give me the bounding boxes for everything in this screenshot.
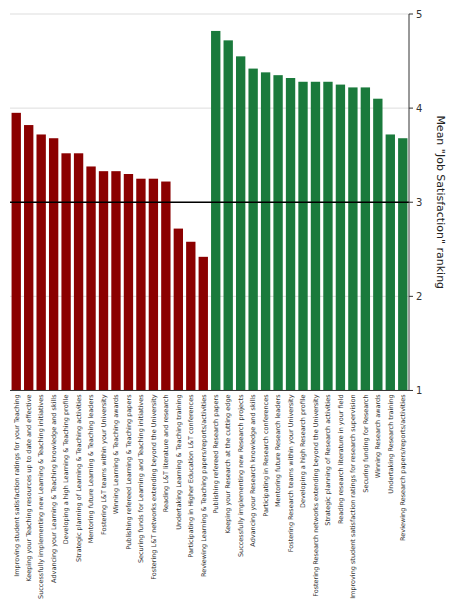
grid-line	[10, 14, 409, 15]
x-tick-label: Participating in Research conferences	[262, 394, 270, 517]
bar	[12, 113, 21, 391]
x-axis-labels: Improving student satisfaction ratings f…	[13, 394, 408, 599]
y-tick	[409, 296, 413, 297]
x-tick-label: Fostering Research networks extending be…	[312, 394, 320, 597]
bar	[398, 138, 407, 390]
x-tick-label: Undertaking Learning & Teaching training	[175, 394, 183, 529]
y-tick	[409, 202, 413, 203]
bar	[261, 72, 270, 390]
bar	[36, 134, 45, 390]
bar	[336, 85, 345, 391]
y-tick	[409, 390, 413, 391]
x-tick-label: Mentoring future Learning & Teaching lea…	[87, 394, 95, 543]
y-tick-label: 4	[416, 103, 422, 114]
x-tick-label: Reading research literature in your fiel…	[337, 394, 345, 523]
bar	[111, 171, 120, 390]
reference-line	[10, 202, 409, 203]
grid-line	[10, 390, 409, 391]
x-tick-label: Keeping your Research at the cutting edg…	[224, 394, 232, 533]
x-tick-label: Successfully implementing new Learning &…	[37, 394, 45, 599]
y-axis-label: Mean "Job Satisfaction" ranking	[434, 115, 447, 289]
bar	[174, 229, 183, 391]
x-tick-label: Advancing your Research knowledge and sk…	[249, 394, 257, 547]
y-tick-label: 2	[416, 291, 422, 302]
x-tick-label: Successfully implementing new Research p…	[237, 394, 245, 557]
x-tick-label: Undertaking Research training	[387, 394, 395, 493]
x-tick-label: Participating in Higher Education L&T co…	[187, 394, 195, 558]
bar	[311, 82, 320, 391]
grid-line	[10, 202, 409, 203]
chart: Improving student satisfaction ratings f…	[0, 0, 461, 605]
x-tick-label: Improving student satisfaction ratings f…	[349, 394, 357, 598]
x-tick-label: Strategic planning of Research activitie…	[324, 394, 332, 526]
y-tick-label: 3	[416, 197, 422, 208]
x-axis-line	[10, 390, 409, 391]
x-tick-label: Winning Research awards	[374, 394, 382, 478]
bar	[273, 75, 282, 390]
x-tick-label: Developing a high Research profile	[299, 394, 307, 508]
x-tick-label: Advancing your Learning & Teaching knowl…	[50, 394, 58, 583]
y-tick	[409, 108, 413, 109]
x-tick-label: Strategic planning of Learning & Teachin…	[75, 394, 83, 562]
bar	[199, 257, 208, 391]
x-tick-label: Publishing refereed Learning & Teaching …	[125, 394, 133, 550]
bar	[211, 31, 220, 391]
bar	[86, 166, 95, 390]
bar	[323, 82, 332, 391]
bar	[24, 125, 33, 390]
x-tick-label: Winning Learning & Teaching awards	[112, 394, 120, 514]
bar	[149, 179, 158, 391]
bar	[298, 82, 307, 391]
bar	[161, 182, 170, 391]
grid	[10, 14, 409, 390]
x-tick-label: Reviewing Learning & Teaching papers/rep…	[200, 394, 208, 577]
bars	[12, 31, 408, 391]
bar	[361, 87, 370, 390]
x-tick-label: Keeping your Teaching resources up to da…	[25, 394, 33, 581]
y-tick-label: 5	[416, 9, 422, 20]
bar	[74, 153, 83, 390]
bar	[99, 171, 108, 390]
bar	[124, 174, 133, 390]
bar	[49, 138, 58, 390]
x-tick-label: Improving student satisfaction ratings f…	[13, 394, 21, 576]
bar	[236, 56, 245, 390]
x-tick-label: Mentoring future Research leaders	[274, 394, 282, 507]
x-tick-label: Reading L&T literature and research	[162, 394, 170, 512]
bar	[386, 134, 395, 390]
x-tick-label: Securing funds for Learning and Teaching…	[137, 394, 145, 563]
bar	[136, 179, 145, 391]
y-tick	[409, 14, 413, 15]
bar	[224, 40, 233, 390]
bar	[286, 78, 295, 390]
bar	[248, 69, 257, 391]
x-tick-label: Publishing refereed Research papers	[212, 394, 220, 514]
x-tick-label: Fostering L&T teams within your Universi…	[100, 394, 108, 535]
bar	[348, 87, 357, 390]
y-axis: 1 2 3 4 5	[409, 9, 422, 396]
x-tick-label: Securing funding for Research	[362, 394, 370, 492]
x-tick-label: Fostering Research teams within your Uni…	[287, 394, 295, 552]
x-tick-label: Fostering L&T networks extending beyond …	[150, 394, 158, 579]
bar	[373, 99, 382, 391]
bar	[61, 153, 70, 390]
bar	[186, 242, 195, 391]
x-tick-label: Developing a high Learning & Teaching pr…	[62, 394, 70, 544]
x-tick-label: Reviewing Research papers/reports/activi…	[399, 394, 407, 541]
y-tick-label: 1	[416, 385, 422, 396]
